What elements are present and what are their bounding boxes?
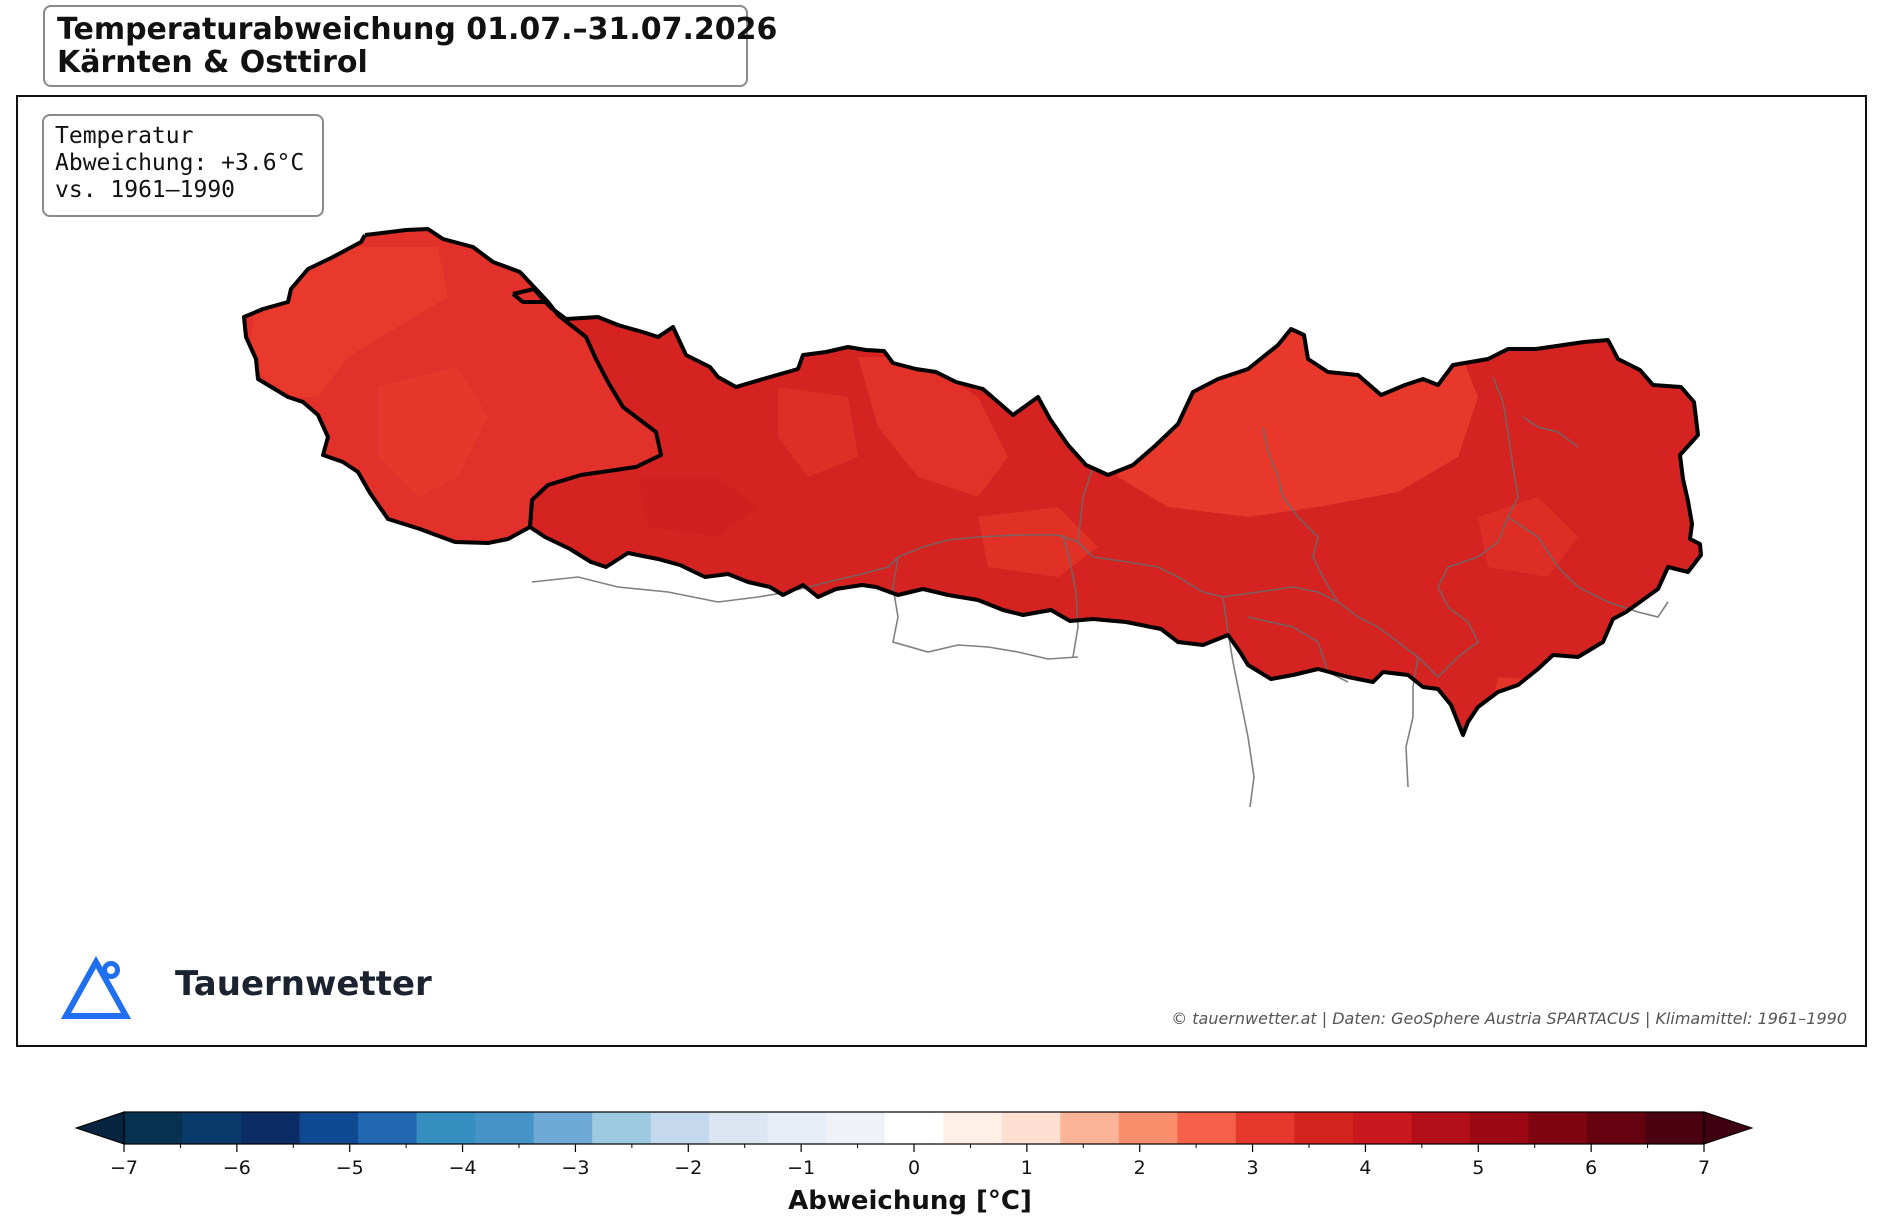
colorbar-label: Abweichung [°C] xyxy=(788,1186,1032,1216)
colorbar-swatch xyxy=(241,1112,301,1144)
colorbar-swatch xyxy=(1411,1112,1471,1144)
map-title: Temperaturabweichung 01.07.–31.07.2026 xyxy=(57,12,778,47)
colorbar-swatch xyxy=(1528,1112,1588,1144)
colorbar: −7 −6 −5 −4 −3 −2 −1 0 1 2 3 4 5 6 7 Abweichung [°C] xyxy=(0,1090,1878,1220)
map-canvas xyxy=(242,227,1703,808)
data-credit: © tauernwetter.at | Daten: GeoSphere Aus… xyxy=(1171,1009,1847,1028)
colorbar-swatch xyxy=(709,1112,769,1144)
colorbar-swatch xyxy=(124,1112,184,1144)
colorbar-swatch xyxy=(416,1112,476,1144)
colorbar-tick-label: 1 xyxy=(1021,1157,1033,1179)
colorbar-swatch xyxy=(1294,1112,1354,1144)
colorbar-tick-label: 0 xyxy=(908,1157,920,1179)
colorbar-tick-label: 6 xyxy=(1585,1157,1597,1179)
colorbar-swatch xyxy=(1352,1112,1413,1144)
colorbar-swatch xyxy=(358,1112,418,1144)
colorbar-over-arrow xyxy=(1703,1111,1754,1145)
colorbar-tick-label: 4 xyxy=(1359,1157,1371,1179)
colorbar-tick-label: −3 xyxy=(561,1157,589,1179)
colorbar-tick-label: −2 xyxy=(674,1157,702,1179)
colorbar-tick-label: −1 xyxy=(787,1157,815,1179)
colorbar-swatch xyxy=(1060,1112,1120,1144)
map-subtitle: Kärnten & Osttirol xyxy=(57,45,368,80)
colorbar-under-arrow xyxy=(74,1111,125,1145)
mountain-triangle-icon xyxy=(60,955,132,1019)
colorbar-swatch xyxy=(1645,1112,1705,1144)
info-line-parameter: Temperatur xyxy=(55,123,194,149)
colorbar-swatch xyxy=(1118,1112,1178,1144)
colorbar-swatch xyxy=(1235,1112,1295,1144)
map-frame: Temperatur Abweichung: +3.6°C vs. 1961–1… xyxy=(16,95,1867,1047)
outline-kaernten xyxy=(512,287,1703,737)
colorbar-swatch xyxy=(182,1112,242,1144)
colorbar-svg: −7 −6 −5 −4 −3 −2 −1 0 1 2 3 4 5 6 7 xyxy=(74,1111,1754,1179)
logo-text: Tauernwetter xyxy=(175,964,432,1004)
info-line-anomaly: Abweichung: +3.6°C xyxy=(55,150,305,176)
colorbar-tick-label: 7 xyxy=(1698,1157,1710,1179)
colorbar-swatch xyxy=(1177,1112,1237,1144)
colorbar-swatch xyxy=(1001,1112,1061,1144)
info-line-reference: vs. 1961–1990 xyxy=(55,177,236,203)
colorbar-tick-label: 3 xyxy=(1247,1157,1259,1179)
colorbar-tick-label: −7 xyxy=(110,1157,138,1179)
colorbar-swatch xyxy=(826,1112,886,1144)
colorbar-tick-label: −5 xyxy=(336,1157,364,1179)
colorbar-tick-label: 5 xyxy=(1472,1157,1484,1179)
map-title-box: Temperaturabweichung 01.07.–31.07.2026 K… xyxy=(43,5,778,87)
colorbar-swatch xyxy=(943,1112,1003,1144)
colorbar-swatch xyxy=(299,1112,359,1144)
colorbar-swatch xyxy=(884,1112,944,1144)
colorbar-swatch xyxy=(1469,1112,1530,1144)
outline-osttirol xyxy=(242,227,550,545)
colorbar-swatch xyxy=(650,1112,710,1144)
colorbar-tick-label: 2 xyxy=(1134,1157,1146,1179)
info-box: Temperatur Abweichung: +3.6°C vs. 1961–1… xyxy=(42,114,324,217)
colorbar-tick-label: −4 xyxy=(449,1157,477,1179)
tauernwetter-logo: Tauernwetter xyxy=(60,954,432,1024)
colorbar-tick-label: −6 xyxy=(223,1157,251,1179)
colorbar-swatch xyxy=(592,1112,652,1144)
colorbar-swatch xyxy=(533,1112,593,1144)
colorbar-swatch xyxy=(767,1112,827,1144)
colorbar-swatch xyxy=(1586,1112,1647,1144)
colorbar-swatch xyxy=(475,1112,535,1144)
